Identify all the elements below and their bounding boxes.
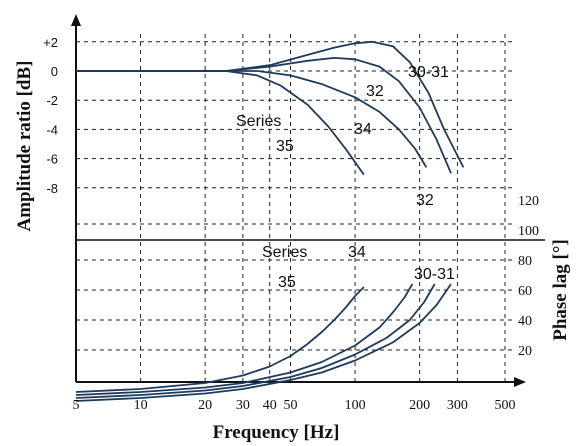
amplitude-series-label: Series (236, 113, 281, 130)
x-tick-label: 5 (73, 398, 80, 413)
axes (71, 14, 545, 387)
amplitude-curve (76, 57, 452, 174)
phase-curve (75, 283, 436, 399)
amplitude-curve (76, 70, 428, 168)
amplitude-series-label: 32 (366, 83, 384, 100)
amplitude-tick-label: -6 (46, 152, 58, 167)
amplitude-tick-label: -8 (46, 181, 58, 196)
phase-curve (75, 283, 452, 402)
amplitude-tick-label: -2 (46, 93, 58, 108)
phase-series-label: 32 (416, 192, 434, 209)
series-curves (75, 40, 465, 402)
amplitude-tick-label: +2 (43, 35, 58, 50)
phase-series-label: 34 (348, 244, 366, 261)
amplitude-series-label: 34 (354, 121, 372, 138)
x-axis-title: Frequency [Hz] (213, 422, 340, 443)
amplitude-tick-label: 0 (51, 64, 58, 79)
series-labels: 30-31 32 34 Series 35 Series 35 34 32 30-31 (236, 64, 455, 291)
x-axis-arrow (514, 377, 526, 387)
amplitude-tick-labels: +2 0 -2 -4 -6 -8 (43, 35, 58, 196)
phase-tick-labels: 120 100 80 60 40 20 (518, 194, 539, 359)
phase-tick-label: 100 (518, 224, 539, 239)
phase-tick-label: 80 (518, 254, 532, 269)
x-tick-label: 10 (134, 398, 148, 413)
x-tick-label: 500 (495, 398, 516, 413)
phase-tick-label: 120 (518, 194, 539, 209)
phase-tick-label: 20 (518, 344, 532, 359)
x-tick-labels: 5 10 20 30 40 50 100 200 300 500 (73, 398, 516, 413)
x-tick-label: 30 (236, 398, 250, 413)
amplitude-series-label: 35 (276, 138, 294, 155)
x-tick-label: 40 (263, 398, 277, 413)
phase-curve (75, 286, 365, 393)
phase-series-label: 30-31 (414, 266, 455, 283)
amplitude-curve (76, 70, 365, 176)
phase-axis-title: Phase lag [°] (550, 239, 571, 341)
phase-curve (75, 283, 414, 396)
x-tick-label: 300 (447, 398, 468, 413)
y-axis-arrow (71, 14, 81, 26)
phase-tick-label: 40 (518, 314, 532, 329)
grid-lines (76, 34, 513, 382)
amplitude-axis-title: Amplitude ratio [dB] (14, 61, 35, 232)
x-tick-label: 200 (409, 398, 430, 413)
x-tick-label: 100 (345, 398, 366, 413)
phase-series-label: Series (262, 244, 307, 261)
phase-series-label: 35 (278, 274, 296, 291)
amplitude-tick-label: -4 (46, 122, 58, 137)
amplitude-curve (76, 40, 465, 168)
phase-tick-label: 60 (518, 284, 532, 299)
x-tick-label: 50 (284, 398, 298, 413)
x-tick-label: 20 (198, 398, 212, 413)
amplitude-series-label: 30-31 (408, 64, 449, 81)
